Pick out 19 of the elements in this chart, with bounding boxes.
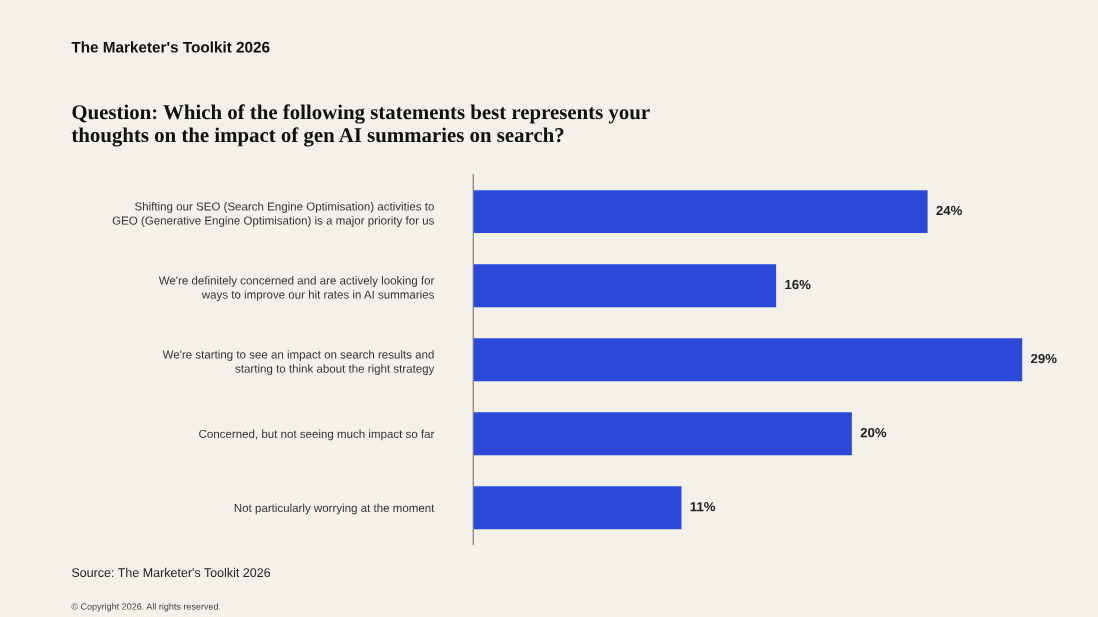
y-tick-label: Not particularly worrying at the moment [234, 503, 435, 515]
data-label: 11% [690, 502, 716, 512]
data-label: 29% [1031, 353, 1057, 364]
y-tick-label: Shifting our SEO (Search Engine Optimisation) activities to GEO (Generative Engine Optimisation) is a major priority for us [112, 202, 434, 227]
chart-subtitle: Question: Which of the following statements best represents your thoughts on the impact of gen AI summaries on search? [71, 104, 650, 147]
text: The Marketer's Toolkit 2026 [71, 41, 270, 53]
bar [473, 264, 777, 308]
data-label: 16% [785, 279, 811, 290]
data-label: 20% [860, 427, 887, 438]
bar [473, 190, 928, 234]
source-note: Source: The Marketer's Toolkit 2026 [71, 567, 271, 578]
bar [473, 338, 1023, 382]
y-tick-label: Concerned, but not seeing much impact so far [199, 429, 435, 441]
data-label: 24% [936, 205, 962, 216]
y-tick-label: We're definitely concerned and are actively looking for ways to improve our hit rates in AI summaries [158, 276, 435, 301]
bar [473, 486, 682, 530]
bar [473, 412, 852, 456]
y-tick-label: We're starting to see an impact on search results and starting to think about the right strategy [162, 350, 435, 375]
text: © Copyright 2026. All rights reserved. [71, 603, 221, 612]
